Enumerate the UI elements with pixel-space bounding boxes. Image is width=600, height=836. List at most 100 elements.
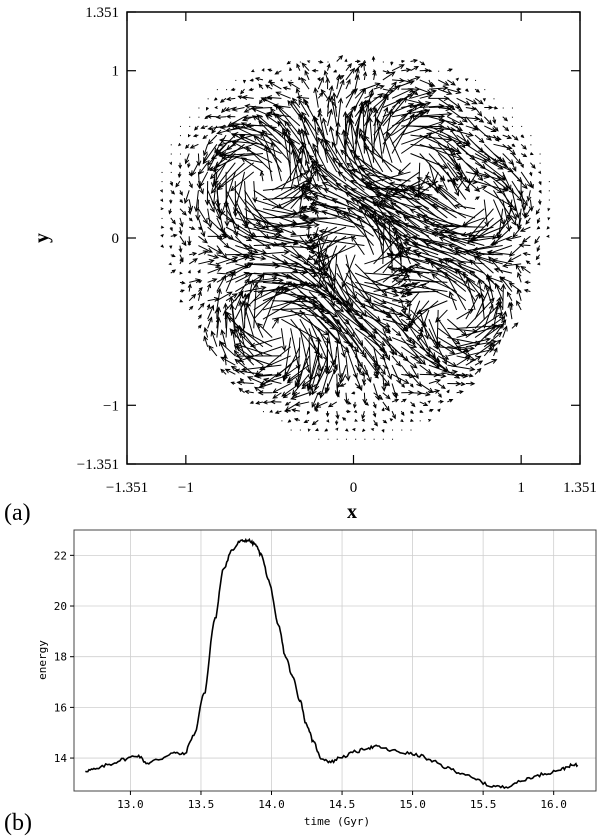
vector-arrow xyxy=(448,258,485,265)
vector-arrow xyxy=(175,180,181,188)
vector-arrow xyxy=(428,408,434,413)
vector-arrow xyxy=(410,58,419,63)
vector-arrow xyxy=(500,283,506,310)
vector-arrow xyxy=(319,245,338,289)
vector-arrow xyxy=(198,162,209,175)
vector-arrow xyxy=(353,155,393,182)
vector-arrow xyxy=(502,190,517,221)
vector-dot xyxy=(511,107,513,109)
panel-b-ticks: 13.0 13.5 14.0 14.5 15.0 15.5 16.0 14 16 18 20 22 xyxy=(54,549,567,811)
vector-arrow xyxy=(296,63,301,71)
vector-arrow xyxy=(306,346,319,390)
vector-arrow xyxy=(177,171,182,179)
vector-arrow xyxy=(308,205,319,210)
vector-arrow xyxy=(331,198,374,219)
vector-arrow xyxy=(364,93,375,99)
vector-arrow xyxy=(187,236,192,246)
vector-arrow xyxy=(437,392,442,398)
vector-arrow xyxy=(351,391,356,395)
vector-arrow xyxy=(482,97,486,102)
vector-arrow xyxy=(528,199,534,212)
vector-arrow xyxy=(419,409,424,413)
vector-arrow xyxy=(324,428,328,432)
x-tick-label: 1.351 xyxy=(563,480,597,496)
vector-arrow xyxy=(401,86,421,92)
vector-arrow xyxy=(317,136,338,173)
vector-arrow xyxy=(394,220,439,237)
vector-arrow xyxy=(230,381,236,385)
vector-arrow xyxy=(217,134,254,147)
vector-arrow xyxy=(202,134,208,140)
vector-arrow xyxy=(207,208,213,229)
vector-arrow xyxy=(282,86,291,91)
vector-arrow xyxy=(250,69,255,73)
vector-arrow xyxy=(169,199,173,205)
vector-arrow xyxy=(474,367,482,375)
vector-arrow xyxy=(423,226,467,246)
vector-arrow xyxy=(401,189,439,219)
vector-arrow xyxy=(382,87,395,93)
vector-arrow xyxy=(262,235,300,246)
vector-dot xyxy=(290,79,292,81)
vector-arrow xyxy=(456,262,485,274)
vector-arrow xyxy=(327,300,356,338)
vector-arrow xyxy=(493,106,499,110)
vector-arrow xyxy=(305,159,319,191)
vector-arrow xyxy=(191,162,199,177)
vector-arrow xyxy=(345,263,372,303)
vector-arrow xyxy=(197,290,202,301)
vector-arrow xyxy=(399,281,430,294)
vector-arrow xyxy=(225,199,239,237)
vector-arrow xyxy=(246,355,273,366)
vector-arrow xyxy=(474,196,480,200)
panel-a-ylabel: y xyxy=(31,233,53,243)
vector-arrow xyxy=(345,428,349,432)
panel-b-xlabel: time (Gyr) xyxy=(304,815,370,828)
vector-arrow xyxy=(314,209,320,219)
vector-arrow xyxy=(160,233,164,238)
vector-arrow xyxy=(382,392,391,400)
vector-arrow xyxy=(411,235,457,247)
vector-arrow xyxy=(428,337,456,355)
vector-arrow xyxy=(169,161,173,166)
vector-arrow xyxy=(290,392,310,400)
vector-arrow xyxy=(318,60,324,64)
vector-arrow xyxy=(290,222,320,228)
vector-arrow xyxy=(178,245,183,254)
vector-arrow xyxy=(502,325,508,338)
vector-arrow xyxy=(206,303,211,311)
vector-field-arrows xyxy=(160,54,551,440)
vector-arrow xyxy=(484,125,497,132)
vector-arrow xyxy=(193,190,200,213)
vector-arrow xyxy=(362,71,368,80)
vector-arrow xyxy=(536,226,541,230)
vector-arrow xyxy=(355,59,361,64)
vector-arrow xyxy=(493,339,502,348)
vector-arrow xyxy=(453,247,494,265)
vector-dot xyxy=(502,107,504,109)
vector-arrow xyxy=(224,107,236,112)
vector-dot xyxy=(539,153,541,155)
vector-arrow xyxy=(345,78,351,90)
vector-arrow xyxy=(265,111,291,118)
x-tick-label: 16.0 xyxy=(540,798,567,811)
vector-arrow xyxy=(352,401,357,409)
vector-arrow xyxy=(465,373,474,378)
vector-arrow xyxy=(268,81,282,90)
vector-arrow xyxy=(474,88,481,93)
vector-arrow xyxy=(453,268,485,292)
vector-arrow xyxy=(283,346,301,382)
vector-arrow xyxy=(262,377,282,385)
vector-arrow xyxy=(380,212,420,237)
vector-arrow xyxy=(447,179,452,183)
vector-arrow xyxy=(187,162,191,169)
vector-arrow xyxy=(230,171,255,192)
vector-arrow xyxy=(200,125,208,130)
vector-arrow xyxy=(493,134,500,142)
vector-arrow xyxy=(351,235,365,256)
vector-arrow xyxy=(483,116,493,126)
vector-arrow xyxy=(390,61,394,66)
vector-arrow xyxy=(391,327,402,337)
vector-arrow xyxy=(238,387,245,394)
vector-arrow xyxy=(355,281,400,297)
